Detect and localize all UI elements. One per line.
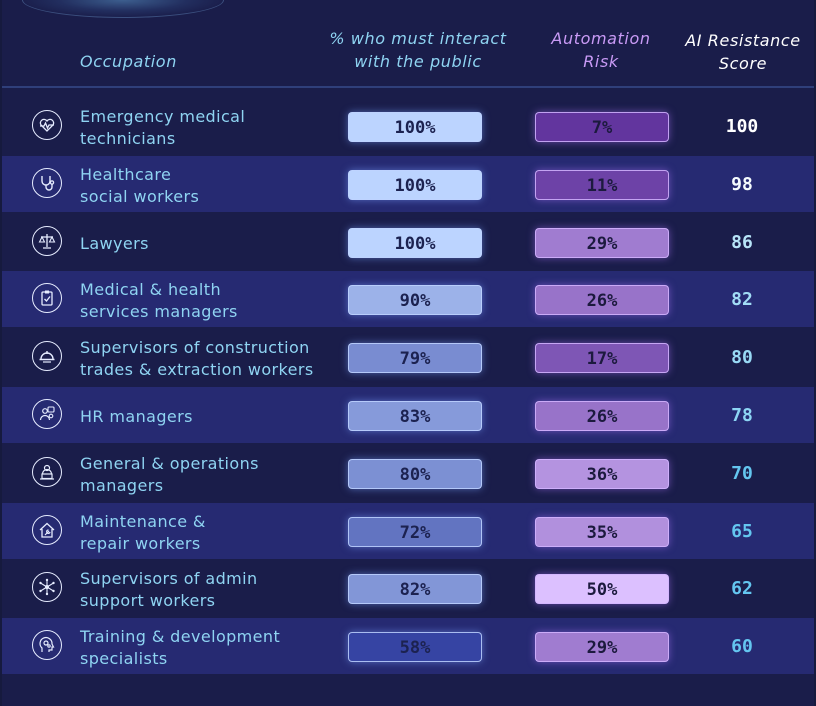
occupation-label: Maintenance & repair workers <box>80 511 206 553</box>
table-row: Healthcare social workers 100% 11% 98 <box>2 155 814 212</box>
occupation-label: Healthcare social workers <box>80 164 200 206</box>
occupation-label: General & operations managers <box>80 453 259 495</box>
public-interaction-value: 72% <box>348 516 482 547</box>
table-row: Maintenance & repair workers 72% 35% 65 <box>2 502 814 559</box>
ai-resistance-score: 80 <box>731 347 753 369</box>
table-row: HR managers 83% 26% 78 <box>2 387 814 443</box>
public-interaction-value: 79% <box>348 343 482 374</box>
table-header: Occupation % who must interact with the … <box>2 0 814 86</box>
ai-resistance-score: 62 <box>731 578 753 600</box>
hardhat-icon <box>32 341 62 372</box>
public-interaction-value: 82% <box>348 574 482 605</box>
gears-head-icon <box>32 630 62 661</box>
public-interaction-value: 100% <box>348 227 482 258</box>
ai-resistance-score: 100 <box>725 116 759 137</box>
automation-risk-value: 35% <box>535 516 669 547</box>
occupation-label: Supervisors of construction trades & ext… <box>80 338 314 380</box>
table-row: Lawyers 100% 29% 86 <box>2 214 814 270</box>
automation-risk-value: 7% <box>535 112 669 142</box>
automation-risk-value: 11% <box>535 169 669 200</box>
manager-laptop-icon <box>32 456 62 487</box>
automation-risk-value: 29% <box>535 632 669 663</box>
stethoscope-icon <box>32 167 62 198</box>
clipboard-icon <box>32 283 62 314</box>
occupation-label: Supervisors of admin support workers <box>80 569 258 611</box>
header-divider <box>2 86 814 88</box>
scales-icon <box>32 225 62 256</box>
occupation-label: Medical & health services managers <box>80 280 238 322</box>
table-row: Medical & health services managers 90% 26%… <box>2 271 814 328</box>
header-public-interaction: % who must interact with the public <box>329 29 507 71</box>
automation-risk-value: 26% <box>535 285 669 316</box>
occupation-label: HR managers <box>80 407 193 426</box>
automation-risk-value: 17% <box>535 343 669 374</box>
table-row: Supervisors of construction trades & ext… <box>2 329 814 385</box>
public-interaction-value: 100% <box>348 169 482 200</box>
automation-risk-value: 29% <box>535 227 669 258</box>
header-ai-resistance-score: AI Resistance Score <box>685 31 801 73</box>
occupation-label: Lawyers <box>80 233 149 253</box>
header-automation-risk: Automation Risk <box>551 29 651 71</box>
public-interaction-value: 80% <box>348 458 482 489</box>
table-row: Supervisors of admin support workers 82% 5… <box>2 560 814 616</box>
public-interaction-value: 58% <box>348 632 482 663</box>
people-icon <box>32 399 62 429</box>
heart-pulse-icon <box>32 110 62 140</box>
occupation-label: Emergency medical technicians <box>80 107 246 148</box>
public-interaction-value: 83% <box>348 401 482 431</box>
public-interaction-value: 90% <box>348 285 482 316</box>
ai-resistance-score: 70 <box>731 462 753 484</box>
network-icon <box>32 572 62 603</box>
ai-resistance-score: 82 <box>731 289 753 311</box>
ai-resistance-score: 78 <box>731 405 753 426</box>
ai-resistance-score: 60 <box>731 636 753 658</box>
table-row: Emergency medical technicians 100% 7% 100 <box>2 98 814 154</box>
house-wrench-icon <box>32 514 62 545</box>
table-row: General & operations managers 80% 36% 70 <box>2 445 814 501</box>
table-row: Training & development specialists 58% 29%… <box>2 618 814 675</box>
ai-resistance-score: 86 <box>731 231 753 253</box>
automation-risk-value: 26% <box>535 401 669 431</box>
ai-resistance-score: 65 <box>731 520 753 542</box>
ai-resistance-score: 98 <box>731 173 753 195</box>
automation-risk-value: 50% <box>535 574 669 605</box>
occupation-label: Training & development specialists <box>80 627 281 669</box>
automation-risk-value: 36% <box>535 458 669 489</box>
public-interaction-value: 100% <box>348 112 482 142</box>
header-occupation: Occupation <box>80 52 177 71</box>
